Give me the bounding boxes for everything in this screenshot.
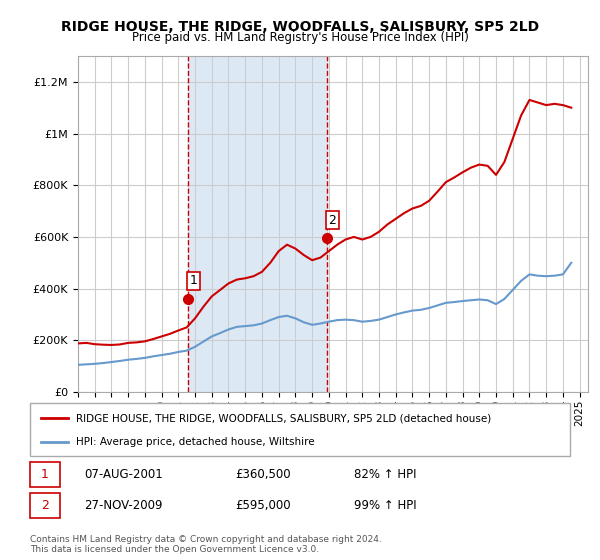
Text: Contains HM Land Registry data © Crown copyright and database right 2024.
This d: Contains HM Land Registry data © Crown c… [30, 535, 382, 554]
Text: 2: 2 [328, 213, 336, 227]
Text: £360,500: £360,500 [235, 468, 291, 481]
Text: HPI: Average price, detached house, Wiltshire: HPI: Average price, detached house, Wilt… [76, 436, 314, 446]
Text: 07-AUG-2001: 07-AUG-2001 [84, 468, 163, 481]
Bar [188, 56, 327, 392]
Text: 27-NOV-2009: 27-NOV-2009 [84, 499, 163, 512]
Text: 99% ↑ HPI: 99% ↑ HPI [354, 499, 416, 512]
FancyBboxPatch shape [30, 463, 60, 487]
Text: RIDGE HOUSE, THE RIDGE, WOODFALLS, SALISBURY, SP5 2LD (detached house): RIDGE HOUSE, THE RIDGE, WOODFALLS, SALIS… [76, 413, 491, 423]
Text: 1: 1 [41, 468, 49, 481]
Text: Price paid vs. HM Land Registry's House Price Index (HPI): Price paid vs. HM Land Registry's House … [131, 31, 469, 44]
FancyBboxPatch shape [30, 403, 570, 456]
Text: 2: 2 [41, 499, 49, 512]
Text: £595,000: £595,000 [235, 499, 291, 512]
Text: 82% ↑ HPI: 82% ↑ HPI [354, 468, 416, 481]
FancyBboxPatch shape [30, 493, 60, 517]
Text: 1: 1 [190, 274, 197, 287]
Text: RIDGE HOUSE, THE RIDGE, WOODFALLS, SALISBURY, SP5 2LD: RIDGE HOUSE, THE RIDGE, WOODFALLS, SALIS… [61, 20, 539, 34]
